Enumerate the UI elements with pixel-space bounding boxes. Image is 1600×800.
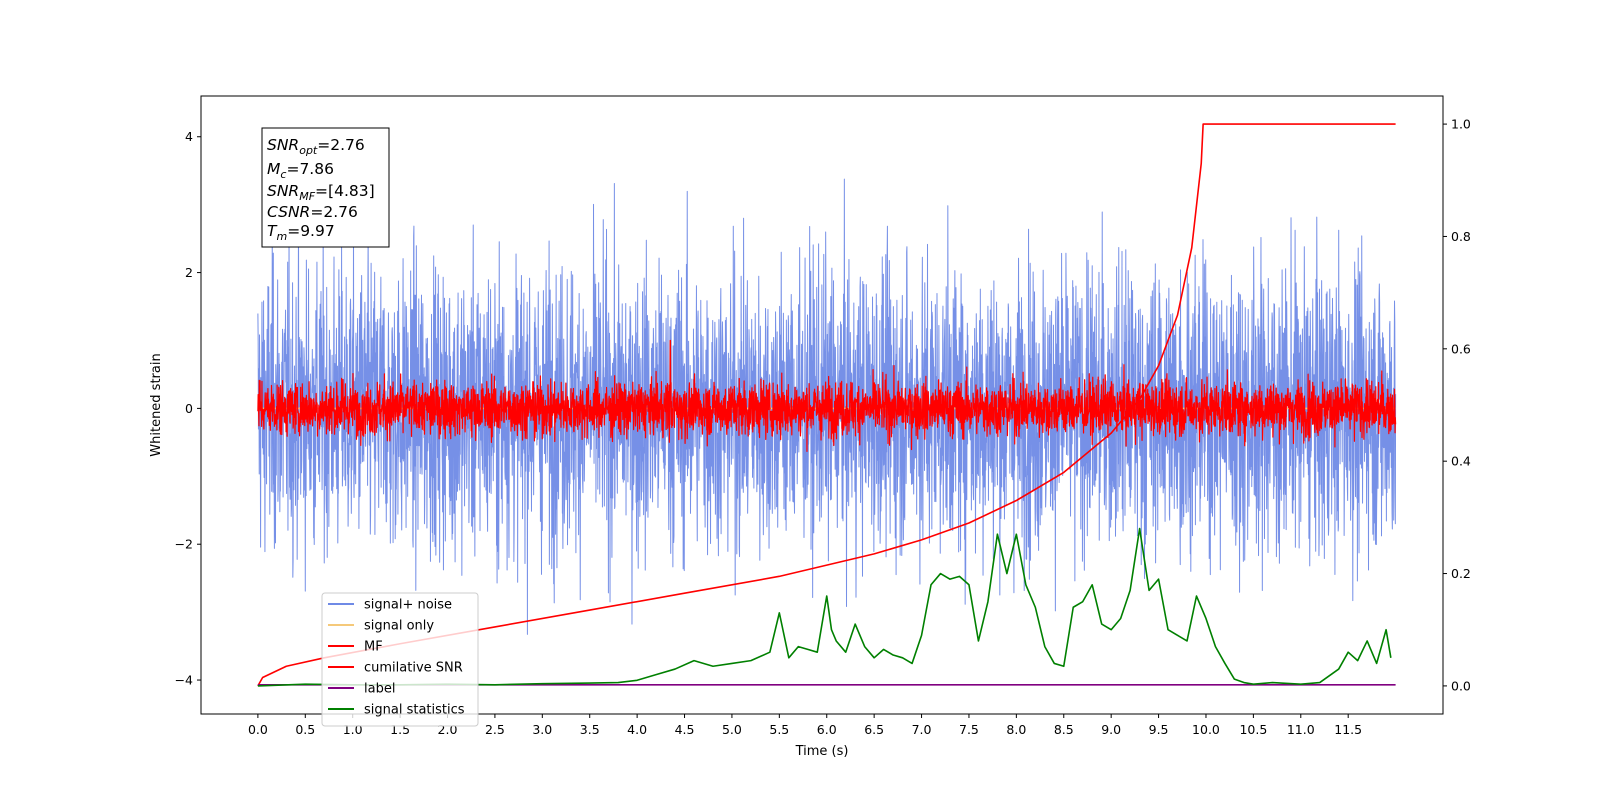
annotation-box: SNRopt=2.76 Mc=7.86 SNRMF=[4.83] CSNR=2.…	[261, 127, 390, 248]
legend-item-mf: MF	[328, 640, 383, 655]
x-tick-label: 6.0	[817, 722, 837, 737]
x-tick-label: 2.5	[485, 722, 505, 737]
x-tick-label: 10.5	[1239, 722, 1267, 737]
x-tick-label: 6.5	[864, 722, 884, 737]
y-tick-label-right: 0.0	[1451, 678, 1471, 693]
x-tick-label: 8.0	[1006, 722, 1026, 737]
annotation-snr-mf: SNRMF=[4.83]	[267, 182, 375, 203]
x-tick-label: 5.5	[769, 722, 789, 737]
x-tick-label: 5.0	[722, 722, 742, 737]
legend-item-signal-statistics: signal statistics	[328, 703, 465, 718]
legend-label: MF	[364, 640, 383, 655]
series-signal-statistics	[257, 527, 1392, 687]
y-axis-label: Whitened strain	[149, 353, 164, 456]
annotation-mc: Mc=7.86	[267, 160, 334, 181]
x-tick-label: 3.0	[532, 722, 552, 737]
x-tick-label: 8.5	[1054, 722, 1074, 737]
x-tick-label: 7.0	[912, 722, 932, 737]
legend-label: label	[364, 682, 395, 697]
series-mf	[257, 339, 1397, 453]
y-tick-label-left: 2	[185, 265, 193, 280]
legend-label: signal+ noise	[364, 598, 452, 613]
annotation-csnr: CSNR=2.76	[267, 203, 358, 221]
legend-frame	[321, 592, 479, 727]
legend-item-label: label	[328, 682, 395, 697]
x-tick-label: 11.5	[1334, 722, 1362, 737]
legend: signal+ noise signal only MF cumilative SNR…	[321, 592, 479, 727]
annotation-frame	[261, 127, 390, 248]
x-axis-label: Time (s)	[795, 744, 849, 759]
x-tick-label: 9.5	[1149, 722, 1169, 737]
legend-item-signal-noise: signal+ noise	[328, 598, 452, 613]
y-axis-right: 0.0 0.2 0.4 0.6 0.8 1.0	[1443, 117, 1471, 693]
x-axis: 0.0 0.5 1.0 1.5 2.0 2.5 3.0 3.5 4.0 4.5 5.0 5.5 6.0 6…	[248, 714, 1362, 737]
x-tick-label: 4.0	[627, 722, 647, 737]
legend-label: cumilative SNR	[364, 661, 463, 676]
x-tick-label: 11.0	[1287, 722, 1315, 737]
plot-frame	[200, 95, 1444, 715]
y-axis-left: −4 −2 0 2 4	[175, 129, 201, 688]
x-tick-label: 0.0	[248, 722, 268, 737]
y-tick-label-left: 0	[185, 401, 193, 416]
x-tick-label: 10.0	[1192, 722, 1220, 737]
legend-label: signal statistics	[364, 703, 465, 718]
y-tick-label-right: 0.2	[1451, 566, 1471, 581]
x-tick-label: 4.5	[675, 722, 695, 737]
annotation-snr-mf-value: [4.83]	[328, 182, 375, 200]
annotation-snr-opt: SNRopt=2.76	[267, 136, 365, 157]
y-tick-label-left: −2	[175, 537, 193, 552]
x-tick-label: 9.0	[1101, 722, 1121, 737]
legend-label: signal only	[364, 619, 434, 634]
annotation-csnr-value: 2.76	[323, 203, 358, 221]
y-tick-label-right: 1.0	[1451, 117, 1471, 132]
y-tick-label-left: −4	[175, 673, 193, 688]
x-tick-label: 0.5	[295, 722, 315, 737]
legend-item-cumilative-snr: cumilative SNR	[328, 661, 463, 676]
y-tick-label-right: 0.8	[1451, 229, 1471, 244]
annotation-tm: Tm=9.97	[267, 222, 335, 243]
y-tick-label-right: 0.4	[1451, 454, 1471, 469]
x-tick-label: 3.5	[580, 722, 600, 737]
y-tick-label-right: 0.6	[1451, 341, 1471, 356]
annotation-mc-value: 7.86	[299, 160, 334, 178]
annotation-snr-opt-value: 2.76	[330, 136, 365, 154]
legend-item-signal-only: signal only	[328, 619, 434, 634]
annotation-tm-value: 9.97	[300, 222, 335, 240]
y-tick-label-left: 4	[185, 129, 193, 144]
x-tick-label: 7.5	[959, 722, 979, 737]
